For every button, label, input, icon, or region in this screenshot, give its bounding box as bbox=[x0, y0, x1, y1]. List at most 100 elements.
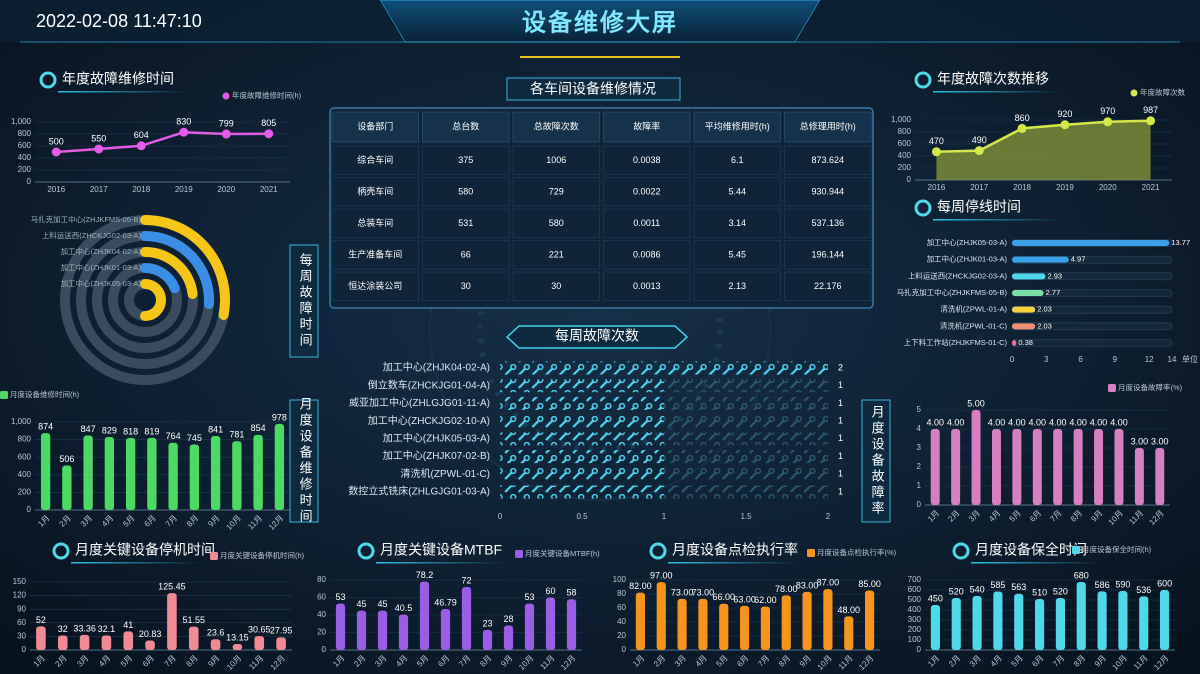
data-label: 781 bbox=[229, 430, 244, 440]
bar bbox=[500, 396, 664, 410]
data-label: 805 bbox=[261, 118, 276, 128]
datetime: 2022-02-08 11:47:10 bbox=[36, 11, 202, 31]
table-title-frame bbox=[506, 77, 681, 101]
y-tick-label: 200 bbox=[18, 488, 32, 497]
decor-ring bbox=[477, 207, 723, 453]
data-label: 1 bbox=[838, 398, 843, 408]
table-cell: 30 bbox=[551, 281, 561, 291]
data-label: 680 bbox=[1074, 570, 1089, 580]
data-label: 4.00 bbox=[947, 417, 965, 427]
x-tick-label: 0 bbox=[1010, 355, 1015, 364]
category-label: 上料运送西(ZHCKJG02-03-A) bbox=[908, 270, 1008, 280]
y-tick-label: 3 bbox=[917, 443, 922, 452]
y-tick-label: 800 bbox=[18, 129, 32, 138]
data-label: 550 bbox=[91, 133, 106, 143]
unit-label: 单位 bbox=[1182, 354, 1198, 364]
x-tick-label: 2018 bbox=[132, 185, 150, 194]
table-cell-frame bbox=[603, 271, 691, 301]
table-header-cell bbox=[512, 111, 600, 143]
data-label: 2.03 bbox=[1037, 321, 1052, 330]
y-tick-label: 400 bbox=[18, 470, 32, 479]
bar bbox=[461, 587, 472, 650]
data-label: 586 bbox=[1095, 580, 1110, 590]
table-cell-frame bbox=[512, 177, 600, 207]
x-tick-label: 1 bbox=[662, 512, 667, 521]
table-frame bbox=[329, 107, 874, 309]
category-label: 加工中心(ZHJK05-03-A) bbox=[927, 237, 1008, 247]
y-tick-label: 80 bbox=[617, 589, 626, 598]
data-label: 450 bbox=[928, 593, 943, 603]
y-tick-label: 100 bbox=[613, 575, 627, 584]
y-tick-label: 60 bbox=[17, 618, 26, 627]
x-tick-label: 2020 bbox=[1099, 183, 1117, 192]
point bbox=[179, 127, 189, 137]
x-tick-label: 2016 bbox=[47, 185, 65, 194]
bar bbox=[1012, 323, 1036, 330]
table-header-cell bbox=[331, 111, 419, 143]
table-cell-frame bbox=[693, 177, 781, 207]
data-label: 1 bbox=[838, 451, 843, 461]
table-header-cell bbox=[693, 111, 781, 143]
bar bbox=[419, 581, 430, 650]
category-label: 倒立数车(ZHCKJG01-04-A) bbox=[368, 378, 490, 391]
data-label: 2.03 bbox=[1037, 305, 1052, 314]
y-tick-label: 100 bbox=[908, 635, 922, 644]
bar bbox=[993, 591, 1003, 650]
bar bbox=[1014, 593, 1024, 650]
bar bbox=[1118, 591, 1128, 650]
point bbox=[136, 141, 146, 151]
chart-title: 年度故障次数推移 bbox=[937, 71, 1049, 87]
table-cell: 873.624 bbox=[811, 155, 844, 165]
data-label: 830 bbox=[176, 117, 191, 127]
category-label: 加工中心(ZHJK01-03-A) bbox=[927, 254, 1008, 264]
data-label: 4.97 bbox=[1071, 255, 1086, 264]
bar bbox=[232, 644, 243, 650]
bar bbox=[440, 609, 451, 650]
category-label: 加工中心(ZHJK07-02-B) bbox=[383, 449, 490, 462]
bar bbox=[123, 631, 134, 650]
x-tick-label: 0 bbox=[498, 512, 503, 521]
title-frame bbox=[861, 399, 891, 523]
bar bbox=[865, 590, 875, 650]
bar bbox=[377, 610, 388, 650]
table-header: 总修理用时(h) bbox=[800, 120, 856, 131]
data-label: 45 bbox=[356, 599, 366, 609]
y-tick-label: 5 bbox=[917, 405, 922, 414]
bar bbox=[1097, 591, 1107, 650]
table-cell: 930.944 bbox=[811, 187, 844, 197]
point bbox=[1060, 120, 1070, 130]
category-label: 上料运送西(ZHCKJG02-03-A) bbox=[42, 230, 142, 240]
data-label: 563 bbox=[1011, 582, 1026, 592]
y-tick-label: 500 bbox=[908, 595, 922, 604]
legend-marker bbox=[515, 550, 523, 558]
bar bbox=[145, 640, 155, 650]
point bbox=[1017, 123, 1027, 133]
bar bbox=[101, 635, 112, 650]
title-icon bbox=[914, 71, 932, 89]
bar bbox=[500, 485, 664, 499]
chart-title: 每周故障时间 bbox=[298, 252, 313, 349]
bar bbox=[125, 438, 136, 510]
bar bbox=[951, 598, 961, 650]
x-tick-label: 2017 bbox=[90, 185, 108, 194]
table-cell: 恒达涂装公司 bbox=[348, 280, 402, 291]
data-label: 854 bbox=[251, 423, 266, 433]
y-tick-label: 400 bbox=[18, 153, 32, 162]
data-label: 78.00 bbox=[775, 584, 798, 594]
data-label: 4.00 bbox=[1069, 417, 1087, 427]
category-label: 马扎克加工中心(ZHJKFMS-05-B) bbox=[897, 287, 1008, 297]
bar-track bbox=[1011, 305, 1173, 314]
x-tick-label: 3 bbox=[1044, 355, 1049, 364]
bar bbox=[1076, 582, 1086, 650]
bar bbox=[930, 429, 940, 505]
bar bbox=[1012, 429, 1022, 505]
data-label: 58 bbox=[566, 588, 576, 598]
y-tick-label: 0 bbox=[907, 175, 912, 184]
y-tick-label: 200 bbox=[908, 625, 922, 634]
table-cell-frame bbox=[422, 240, 510, 270]
table-cell: 0.0086 bbox=[633, 250, 661, 260]
bar bbox=[760, 606, 770, 650]
table-cell-frame bbox=[512, 271, 600, 301]
title-underline bbox=[376, 562, 506, 564]
y-tick-label: 600 bbox=[18, 452, 32, 461]
